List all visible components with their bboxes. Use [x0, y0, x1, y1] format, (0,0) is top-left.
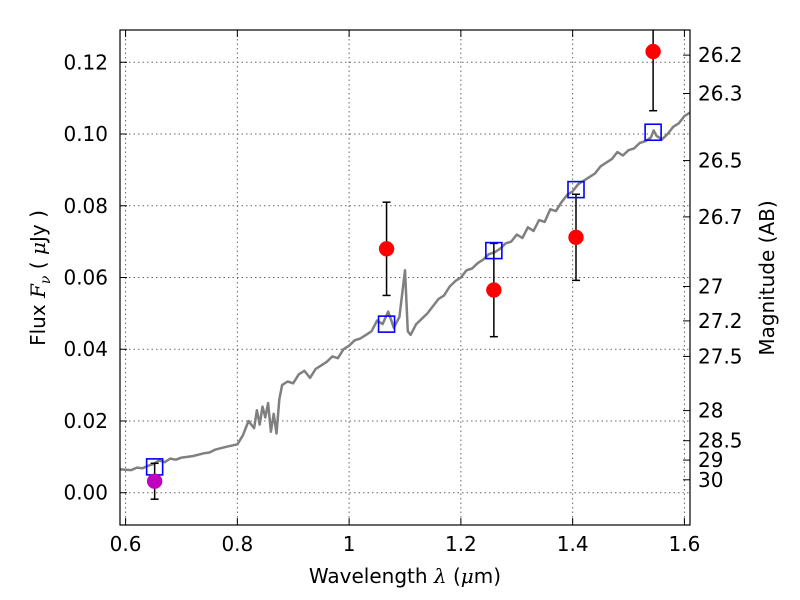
x-tick-label: 0.6 [110, 532, 142, 556]
x-tick-label: 1.6 [669, 532, 701, 556]
observed-flux-point [645, 43, 661, 60]
model-photometry-square [485, 241, 503, 260]
y-tick-label: 0.08 [63, 194, 108, 218]
ticks: 0.6 0.8 1 1.2 1.4 1.6 0.00 0.02 0.04 0.06 0.08 0.10… [63, 30, 743, 556]
x-tick-label: 1 [343, 532, 356, 556]
magnitude-tick-label: 27 [698, 274, 723, 298]
observed-flux-point [378, 241, 395, 257]
magnitude-tick-label: 29 [698, 448, 723, 472]
spectrum-layer [120, 111, 690, 472]
magnitude-tick-label: 26.7 [698, 205, 743, 229]
y-tick-label: 0.00 [63, 481, 108, 505]
magnitude-tick-label: 26.5 [698, 149, 743, 173]
observed-flux-point [568, 229, 584, 246]
y-tick-label: 0.04 [63, 337, 108, 361]
magnitude-tick-label: 27.2 [698, 309, 743, 333]
magnitude-tick-label: 26.2 [698, 43, 743, 67]
y-tick-label: 0.06 [63, 266, 108, 290]
magnitude-tick-label: 30 [698, 468, 723, 492]
model-photometry-square [377, 315, 396, 333]
magnitude-tick-label: 27.5 [698, 344, 743, 368]
y-tick-label: 0.02 [63, 409, 108, 433]
magnitude-tick-label: 28.5 [698, 429, 743, 453]
x-tick-label: 1.2 [445, 532, 477, 556]
x-tick-label: 0.8 [221, 532, 253, 556]
model-spectrum-line [120, 111, 690, 472]
points-layer [145, 30, 662, 500]
observed-flux-point [486, 282, 502, 298]
y-tick-label: 0.12 [63, 50, 108, 74]
x-axis-title: Wavelength λ (μm) [309, 564, 501, 588]
observed-flux-point [146, 473, 163, 489]
model-photometry-square [644, 123, 662, 142]
x-tick-label: 1.4 [557, 532, 589, 556]
magnitude-tick-label: 26.3 [698, 81, 743, 105]
y-tick-label: 0.10 [63, 122, 108, 146]
model-photometry-square [567, 180, 585, 199]
right-axis-title: Magnitude (AB) [755, 200, 779, 355]
y-axis-title: Flux Fν ( μJy ) [26, 210, 54, 346]
magnitude-tick-label: 28 [698, 399, 723, 423]
